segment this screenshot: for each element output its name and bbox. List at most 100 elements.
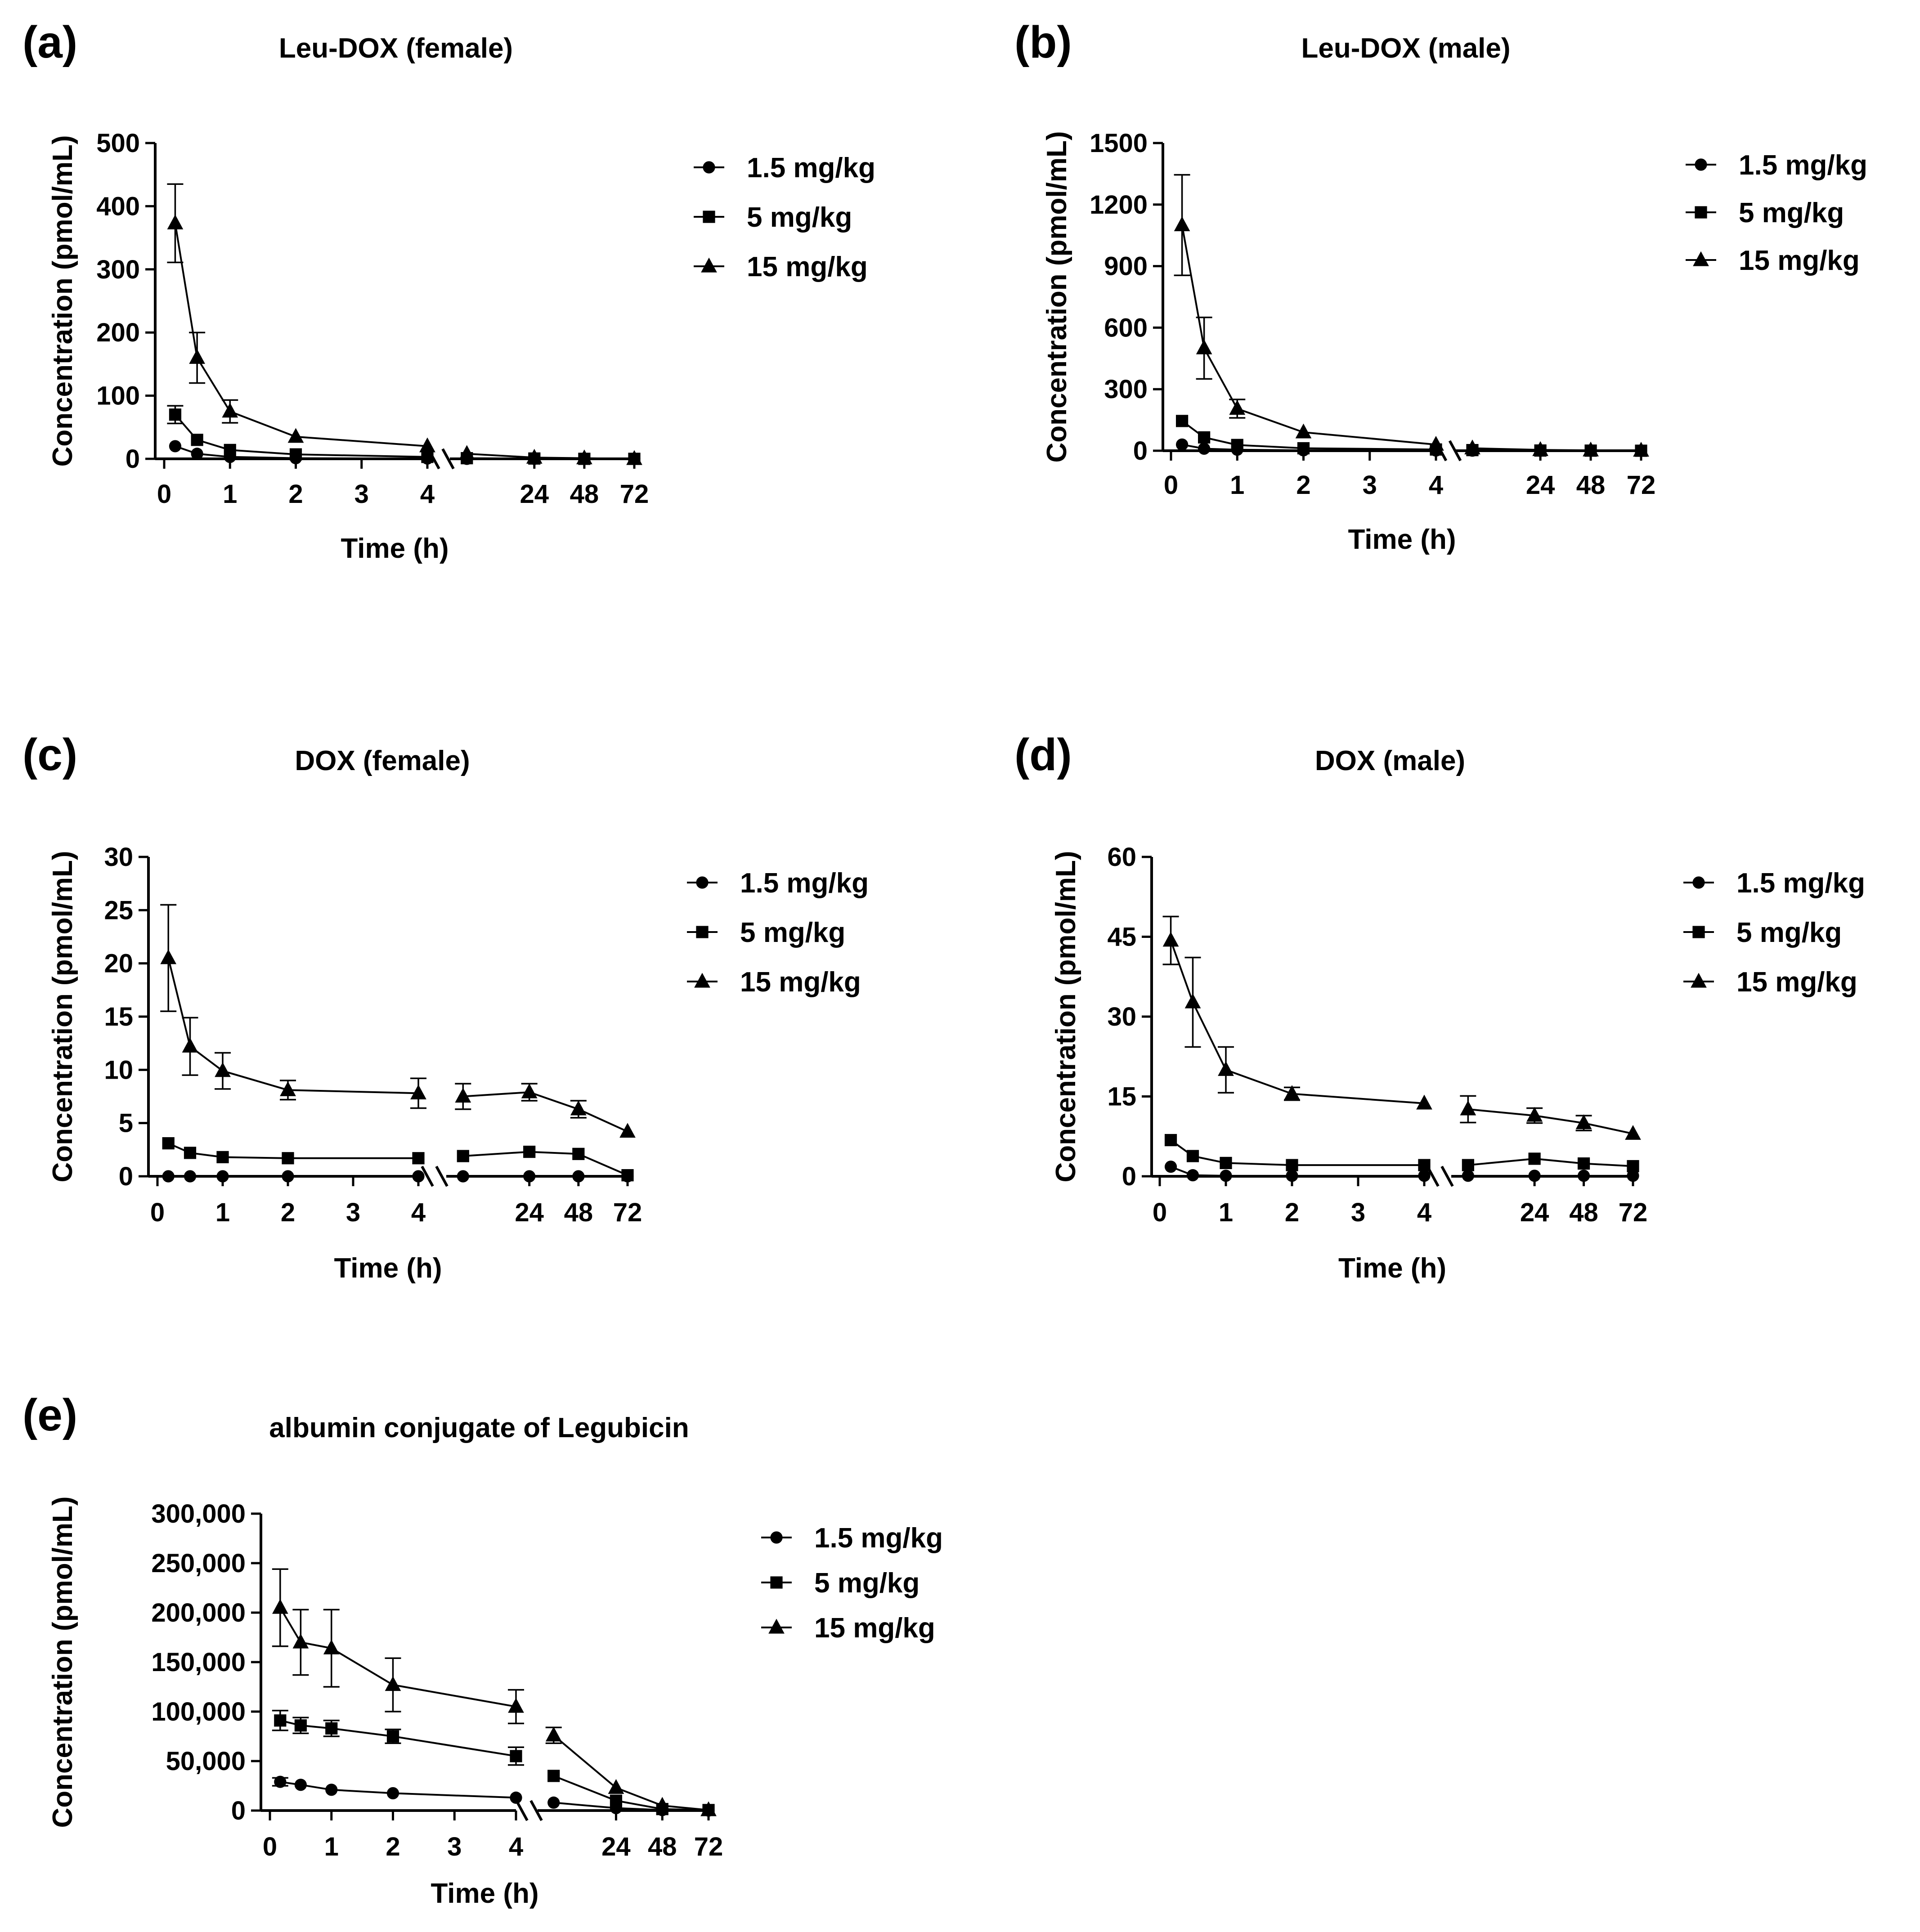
x-tick-label: 24 [1520, 1198, 1549, 1227]
legend-marker-triangle [694, 973, 710, 988]
panel-label: (e) [22, 1390, 77, 1440]
data-point-circle [1186, 1169, 1199, 1182]
y-tick-label: 300,000 [151, 1499, 246, 1529]
legend-marker-circle [1692, 876, 1705, 889]
data-point-square [184, 1147, 197, 1159]
data-point-triangle [545, 1726, 562, 1742]
x-tick-label: 72 [1619, 1198, 1648, 1227]
x-tick-label: 1 [215, 1198, 230, 1227]
chart-panel-e: (e) albumin conjugate of Legubicin 0 50,000… [22, 1390, 943, 1909]
data-point-circle [572, 1170, 585, 1183]
legend-entry: 5 mg/kg [687, 917, 845, 948]
data-point-square [162, 1137, 175, 1150]
legend-label: 5 mg/kg [814, 1568, 920, 1599]
data-point-square [412, 1152, 425, 1165]
legend-label: 15 mg/kg [1739, 245, 1860, 276]
data-point-circle [547, 1796, 560, 1809]
data-point-circle [1627, 1170, 1639, 1182]
panel-label: (b) [1014, 17, 1072, 67]
data-point-circle [1418, 1170, 1431, 1182]
x-tick-label: 4 [420, 480, 435, 509]
legend-marker-triangle [1693, 251, 1709, 266]
legend-label: 5 mg/kg [747, 202, 852, 233]
data-point-triangle [700, 1801, 717, 1816]
panel-label: (d) [1014, 730, 1072, 780]
x-tick-label: 2 [1296, 471, 1310, 500]
panel-label: (c) [22, 730, 77, 780]
data-point-circle [412, 1170, 425, 1183]
x-tick-label: 48 [1576, 471, 1606, 500]
data-point-triangle [1633, 442, 1649, 457]
legend-entry: 1.5 mg/kg [687, 868, 869, 899]
data-point-square [610, 1794, 623, 1807]
y-tick-label: 5 [119, 1109, 133, 1138]
data-point-circle [184, 1170, 197, 1183]
data-point-triangle [1575, 1114, 1592, 1130]
series-line-segment-1 [167, 958, 419, 1094]
panel-label: (a) [22, 17, 77, 67]
x-tick-label: 1 [1219, 1198, 1233, 1227]
legend-label: 1.5 mg/kg [814, 1523, 943, 1554]
data-point-triangle [521, 1083, 538, 1098]
data-point-triangle [182, 1037, 198, 1053]
data-point-circle [274, 1775, 287, 1788]
x-tick-label: 0 [150, 1198, 165, 1227]
data-point-triangle [458, 445, 475, 460]
data-point-square [1528, 1152, 1541, 1165]
data-point-circle [216, 1170, 229, 1183]
legend-marker-circle [770, 1531, 783, 1544]
y-tick-label: 500 [96, 129, 140, 158]
y-tick-label: 200 [96, 318, 140, 347]
y-tick-label: 0 [126, 444, 140, 474]
x-axis-title: Time (h) [1348, 524, 1456, 555]
chart-title: DOX (female) [295, 745, 470, 776]
legend-marker-circle [1695, 158, 1707, 171]
data-point-triangle [419, 437, 435, 453]
data-point-circle [386, 1787, 399, 1800]
data-point-square [1175, 415, 1189, 427]
x-tick-label: 3 [1363, 471, 1377, 500]
data-point-square [1577, 1157, 1590, 1170]
x-tick-label: 2 [386, 1832, 400, 1861]
data-point-triangle [323, 1639, 340, 1654]
legend-marker-triangle [768, 1618, 785, 1634]
data-point-square [282, 1152, 294, 1165]
y-tick-label: 15 [104, 1002, 133, 1031]
x-tick-label: 48 [1569, 1198, 1598, 1227]
data-point-square [325, 1722, 338, 1735]
legend-marker-square [770, 1576, 783, 1589]
y-tick-label: 0 [231, 1796, 246, 1825]
legend-marker-square [1695, 206, 1707, 219]
legend-entry: 15 mg/kg [761, 1613, 935, 1644]
chart-panel-a: (a) Leu-DOX (female) 0 100 200 300 400 500 Conce… [22, 17, 875, 564]
legend-label: 1.5 mg/kg [1736, 868, 1865, 899]
series-15-mg-kg [167, 183, 642, 465]
data-point-triangle [526, 448, 543, 464]
data-point-square [274, 1714, 287, 1727]
x-tick-label: 48 [570, 480, 599, 509]
data-point-square [169, 408, 182, 421]
data-point-square [289, 448, 302, 461]
series-line-segment-2 [1472, 447, 1642, 452]
data-point-circle [1164, 1161, 1177, 1173]
data-point-triangle [1464, 439, 1480, 455]
axis-break-mark [1448, 440, 1462, 462]
data-point-circle [191, 448, 203, 460]
x-tick-label: 72 [1627, 471, 1656, 500]
x-tick-label: 0 [263, 1832, 277, 1861]
axis-break-mark [441, 448, 455, 470]
legend-entry: 15 mg/kg [1683, 967, 1857, 998]
data-point-triangle [1625, 1125, 1641, 1140]
y-tick-label: 50,000 [166, 1747, 246, 1776]
legend-label: 1.5 mg/kg [1739, 150, 1867, 181]
data-point-circle [325, 1784, 338, 1796]
chart-panel-b: (b) Leu-DOX (male) 0 300 600 900 1200 1500 Conce… [1014, 17, 1867, 555]
data-point-triangle [1284, 1085, 1300, 1100]
legend-label: 5 mg/kg [1739, 197, 1844, 229]
y-tick-label: 0 [119, 1162, 133, 1191]
data-point-circle [523, 1170, 536, 1183]
data-point-triangle [570, 1100, 587, 1116]
series-15-mg-kg [160, 904, 636, 1138]
data-point-circle [1198, 442, 1211, 455]
x-tick-label: 0 [1153, 1198, 1167, 1227]
